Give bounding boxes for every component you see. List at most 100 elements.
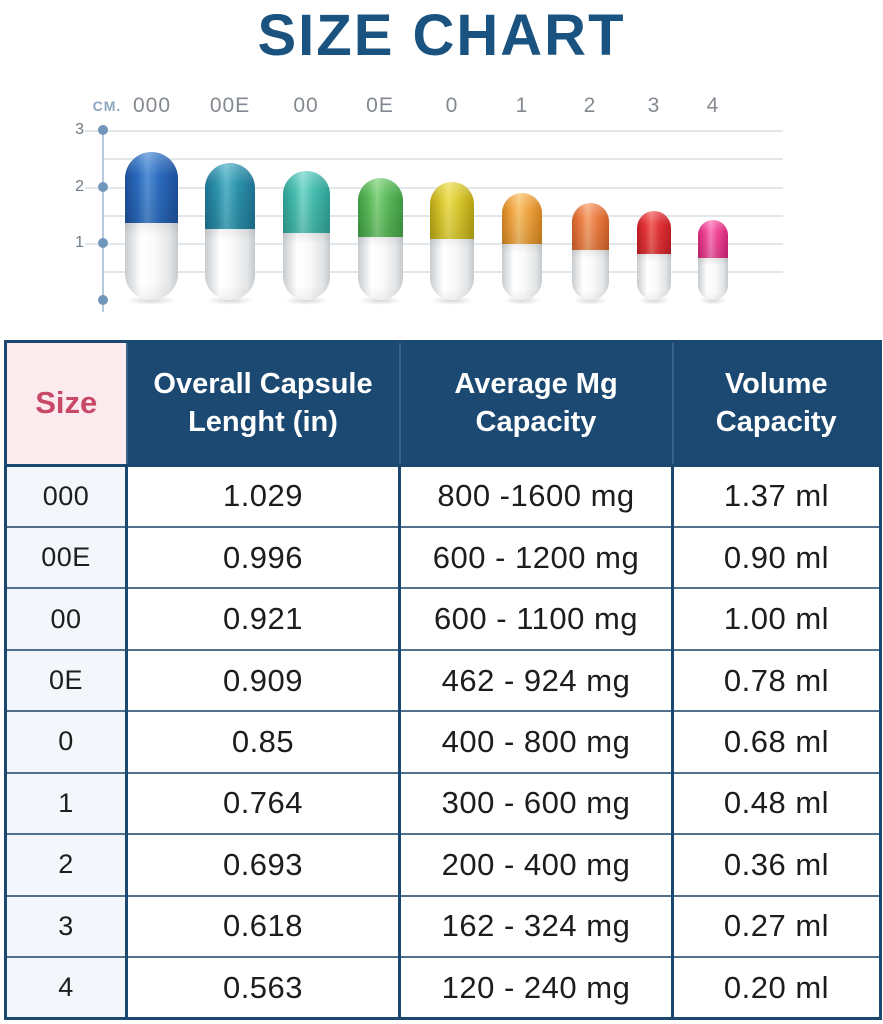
header-overall-capsule-length: Overall Capsule Lenght (in) bbox=[125, 341, 400, 467]
cell-size: 1 bbox=[5, 771, 127, 835]
capsule-shadow bbox=[283, 296, 330, 305]
cell-length: 0.85 bbox=[125, 710, 400, 773]
capsule-000 bbox=[125, 152, 178, 305]
header-size: Size bbox=[5, 341, 127, 467]
cell-size: 0E bbox=[5, 648, 127, 712]
gridline-2-5cm bbox=[103, 158, 783, 160]
capsule-cap bbox=[283, 171, 330, 233]
cell-mg: 600 - 1200 mg bbox=[398, 525, 673, 589]
cell-size: 000 bbox=[5, 464, 127, 527]
cell-size: 00E bbox=[5, 525, 127, 589]
cell-size: 4 bbox=[5, 956, 127, 1019]
table-row: 1 0.764 300 - 600 mg 0.48 ml bbox=[5, 771, 881, 835]
cell-size: 2 bbox=[5, 833, 127, 896]
capsule-2 bbox=[572, 203, 609, 305]
header-average-mg-capacity: Average Mg Capacity bbox=[398, 341, 673, 467]
capsule-shadow bbox=[206, 296, 254, 305]
cell-mg: 162 - 324 mg bbox=[398, 894, 673, 957]
table-row: 0E 0.909 462 - 924 mg 0.78 ml bbox=[5, 648, 881, 712]
capsule-label-1: 1 bbox=[515, 94, 529, 117]
cell-mg: 462 - 924 mg bbox=[398, 648, 673, 712]
capsule-0e bbox=[358, 178, 403, 305]
tick-label-2: 2 bbox=[75, 178, 84, 195]
capsule-size-table: Size Overall Capsule Lenght (in) Average… bbox=[4, 340, 882, 1020]
capsule-label-3: 3 bbox=[647, 94, 661, 117]
gridline-3cm bbox=[85, 130, 783, 132]
capsule-cap bbox=[698, 220, 728, 259]
axis-dot-1cm bbox=[98, 238, 108, 248]
table-row: 2 0.693 200 - 400 mg 0.36 ml bbox=[5, 833, 881, 896]
capsule-shadow bbox=[502, 296, 542, 305]
cell-size: 00 bbox=[5, 587, 127, 650]
table-row: 0 0.85 400 - 800 mg 0.68 ml bbox=[5, 710, 881, 773]
cell-length: 0.563 bbox=[125, 956, 400, 1019]
tick-label-3: 3 bbox=[75, 121, 84, 138]
cell-volume: 0.68 ml bbox=[671, 710, 881, 773]
cell-volume: 0.27 ml bbox=[671, 894, 881, 957]
axis-dot-3cm bbox=[98, 125, 108, 135]
capsule-label-2: 2 bbox=[583, 94, 597, 117]
capsule-body bbox=[698, 257, 728, 300]
capsule-body bbox=[502, 243, 542, 300]
capsule-1 bbox=[502, 193, 542, 305]
cell-volume: 1.37 ml bbox=[671, 464, 881, 527]
capsule-00 bbox=[283, 171, 330, 305]
cell-mg: 120 - 240 mg bbox=[398, 956, 673, 1019]
cell-volume: 1.00 ml bbox=[671, 587, 881, 650]
capsule-label-00e: 00E bbox=[209, 94, 251, 117]
cell-length: 0.921 bbox=[125, 587, 400, 650]
table-row: 4 0.563 120 - 240 mg 0.20 ml bbox=[5, 956, 881, 1019]
capsule-cap bbox=[572, 203, 609, 250]
cm-axis-unit-label: CM. bbox=[92, 98, 122, 114]
table-row: 00E 0.996 600 - 1200 mg 0.90 ml bbox=[5, 525, 881, 589]
axis-dot-2cm bbox=[98, 182, 108, 192]
tick-label-1: 1 bbox=[75, 234, 84, 251]
capsule-body bbox=[283, 231, 330, 300]
cell-volume: 0.90 ml bbox=[671, 525, 881, 589]
capsule-label-00: 00 bbox=[293, 94, 319, 117]
capsule-body bbox=[430, 237, 474, 300]
capsule-body bbox=[572, 248, 609, 300]
cell-mg: 400 - 800 mg bbox=[398, 710, 673, 773]
cell-length: 1.029 bbox=[125, 464, 400, 527]
table-row: 00 0.921 600 - 1100 mg 1.00 ml bbox=[5, 587, 881, 650]
capsule-shadow bbox=[572, 296, 609, 305]
capsule-4 bbox=[698, 220, 728, 305]
capsule-cap bbox=[637, 211, 671, 254]
capsule-shadow bbox=[358, 296, 403, 305]
cell-mg: 300 - 600 mg bbox=[398, 771, 673, 835]
capsule-0 bbox=[430, 182, 474, 305]
cm-axis-line bbox=[102, 130, 104, 312]
capsule-label-0e: 0E bbox=[366, 94, 394, 117]
axis-dot-0cm bbox=[98, 295, 108, 305]
table-row: 000 1.029 800 -1600 mg 1.37 ml bbox=[5, 464, 881, 527]
capsule-size-chart: CM. 3 2 1 000 00E 00 0E 0 1 2 3 4 bbox=[0, 88, 883, 338]
capsule-label-0: 0 bbox=[445, 94, 459, 117]
cell-size: 3 bbox=[5, 894, 127, 957]
capsule-cap bbox=[205, 163, 255, 229]
cell-length: 0.618 bbox=[125, 894, 400, 957]
capsule-body bbox=[358, 235, 403, 300]
capsule-shadow bbox=[126, 296, 177, 305]
capsule-00e bbox=[205, 163, 255, 305]
capsule-shadow bbox=[698, 296, 728, 305]
table-row: 3 0.618 162 - 324 mg 0.27 ml bbox=[5, 894, 881, 957]
capsule-cap bbox=[430, 182, 474, 239]
cell-mg: 600 - 1100 mg bbox=[398, 587, 673, 650]
capsule-3 bbox=[637, 211, 671, 305]
page-title: SIZE CHART bbox=[257, 3, 626, 68]
capsule-cap bbox=[358, 178, 403, 237]
capsule-cap bbox=[125, 152, 178, 224]
capsule-body bbox=[637, 252, 671, 300]
capsule-label-000: 000 bbox=[132, 94, 172, 117]
cell-size: 0 bbox=[5, 710, 127, 773]
cell-volume: 0.36 ml bbox=[671, 833, 881, 896]
cell-mg: 800 -1600 mg bbox=[398, 464, 673, 527]
cell-volume: 0.78 ml bbox=[671, 648, 881, 712]
gridline-2cm bbox=[85, 187, 783, 189]
table-header-row: Size Overall Capsule Lenght (in) Average… bbox=[5, 341, 881, 467]
cell-length: 0.693 bbox=[125, 833, 400, 896]
cell-length: 0.909 bbox=[125, 648, 400, 712]
cell-mg: 200 - 400 mg bbox=[398, 833, 673, 896]
